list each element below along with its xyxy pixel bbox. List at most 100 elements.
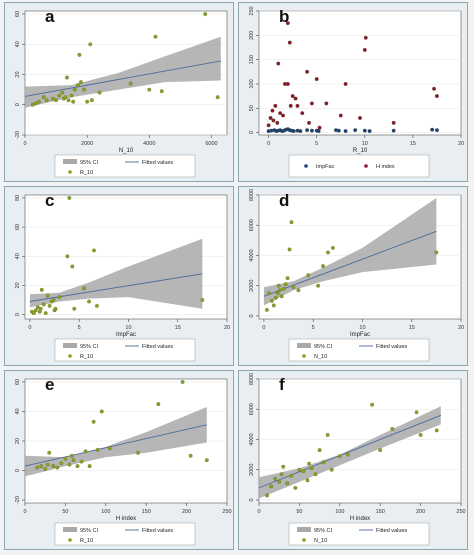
chart-panel-e: -20 0 20 40 60 0 50 100 150 200 250 H index 95% CI Fi…	[4, 370, 234, 550]
data-point	[362, 128, 367, 133]
data-point	[435, 94, 439, 98]
data-point	[317, 125, 322, 130]
fitted-line	[24, 424, 207, 467]
data-point	[290, 94, 295, 98]
y-tick-label: 40	[15, 253, 21, 259]
data-point	[159, 89, 164, 94]
y-tick-label: 100	[249, 79, 255, 88]
data-point	[325, 433, 330, 437]
data-point	[414, 410, 419, 415]
legend-label: R_10	[80, 354, 93, 360]
x-tick-label: 2000	[81, 141, 93, 147]
data-point	[291, 285, 296, 290]
x-tick-label: 20	[224, 325, 230, 331]
data-point	[285, 276, 290, 281]
data-point	[287, 247, 292, 252]
legend-box	[54, 522, 196, 546]
data-point	[307, 461, 311, 466]
legend-ci-swatch	[63, 343, 77, 348]
data-point	[275, 120, 280, 125]
y-tick-label: 250	[249, 6, 255, 15]
panel-letter: b	[279, 7, 290, 26]
y-tick-label: 80	[15, 195, 21, 201]
legend-label: R_10	[80, 538, 93, 544]
data-point	[317, 448, 322, 452]
data-point	[75, 464, 80, 468]
data-point	[71, 458, 76, 463]
legend-label: 95% CI	[80, 160, 99, 166]
x-tick-label: 20	[458, 325, 464, 331]
data-point	[391, 120, 396, 125]
legend-dot-swatch	[302, 354, 306, 358]
data-point	[306, 273, 311, 278]
data-point	[79, 459, 84, 464]
legend-dot-swatch	[68, 538, 72, 542]
data-point	[188, 453, 193, 458]
data-point	[43, 467, 48, 471]
legend-label: ImpFac	[316, 164, 335, 170]
x-tick-label: 4000	[143, 141, 155, 147]
ci-band	[259, 406, 441, 499]
data-point	[156, 402, 161, 406]
data-point	[77, 52, 82, 57]
legend-label: Fitted values	[142, 344, 173, 350]
x-axis-label: H index	[350, 516, 370, 522]
data-point	[326, 250, 330, 255]
data-point	[305, 478, 310, 483]
data-point	[300, 111, 305, 116]
data-point	[43, 311, 48, 316]
data-point	[264, 308, 269, 312]
y-tick-label: 60	[15, 379, 21, 385]
y-tick-label: 2000	[249, 464, 255, 476]
y-tick-label: 20	[15, 438, 21, 444]
legend-label: 95% CI	[80, 344, 99, 350]
data-point	[343, 129, 348, 134]
data-point	[41, 302, 46, 307]
data-point	[45, 462, 50, 467]
chart-panel-c: 0 20 40 60 80 0 5 10 15 20 ImpFac 95% CI Fitted valu…	[4, 186, 234, 366]
data-point	[418, 433, 423, 437]
y-tick-label: 40	[15, 408, 21, 414]
legend-label: 95% CI	[314, 528, 333, 534]
data-point	[89, 98, 94, 103]
data-point	[271, 303, 276, 308]
data-point	[30, 102, 35, 107]
data-point	[87, 464, 92, 468]
data-point	[285, 481, 290, 486]
x-tick-label: 5	[312, 325, 315, 331]
chart-panel-b: 0 50 100 150 200 250 0 5 10 15 20 R_10 ImpFac H index…	[238, 2, 468, 182]
data-point	[316, 283, 321, 288]
panel-letter: d	[279, 191, 290, 210]
data-point	[316, 129, 321, 134]
data-point	[321, 264, 325, 268]
data-point	[310, 101, 314, 106]
data-point	[41, 95, 46, 100]
chart-panel-d: 0 2000 4000 6000 8000 0 5 10 15 20 ImpFac 95% CI Fit…	[238, 186, 468, 366]
legend-label: N_10	[314, 538, 327, 544]
x-tick-label: 10	[125, 325, 131, 331]
x-tick-label: 15	[175, 325, 181, 331]
ci-band	[263, 198, 437, 306]
data-point	[353, 128, 358, 133]
data-point	[83, 449, 88, 454]
data-point	[310, 128, 314, 133]
panel-letter: a	[45, 7, 55, 26]
x-tick-label: 250	[222, 509, 231, 515]
data-point	[60, 90, 65, 95]
data-point	[136, 450, 141, 455]
x-tick-label: 150	[142, 509, 151, 515]
y-tick-label: 60	[15, 224, 21, 230]
y-tick-label: 2000	[249, 280, 255, 292]
data-point	[273, 295, 278, 300]
data-point	[301, 469, 306, 474]
data-point	[277, 288, 282, 293]
data-point	[289, 473, 294, 478]
data-point	[72, 87, 77, 92]
data-point	[281, 286, 286, 291]
data-point	[39, 464, 44, 468]
data-point	[79, 80, 83, 84]
data-point	[363, 35, 368, 40]
y-tick-label: 40	[15, 41, 21, 47]
plot-area	[258, 10, 462, 136]
chart-svg-d: 0 2000 4000 6000 8000 0 5 10 15 20 ImpFac 95% CI Fit…	[249, 189, 464, 362]
